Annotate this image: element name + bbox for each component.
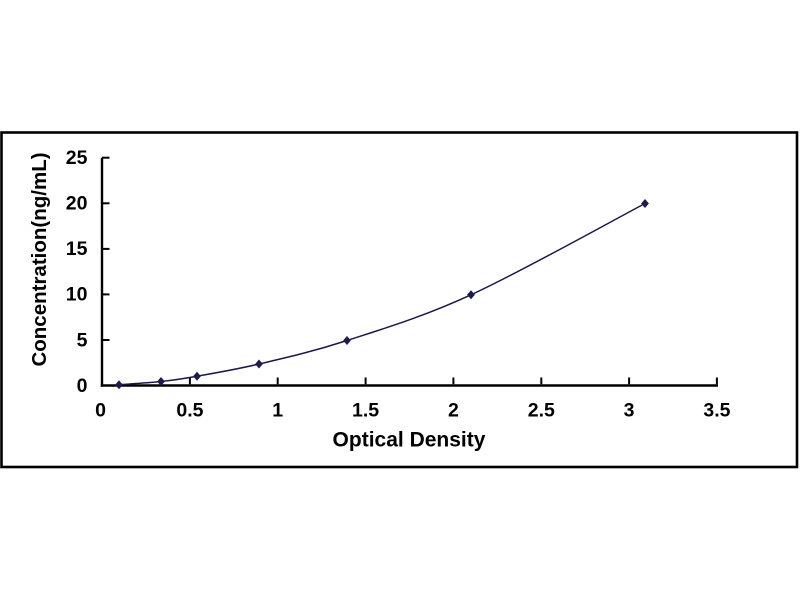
svg-text:20: 20 xyxy=(66,193,88,215)
svg-text:3: 3 xyxy=(624,400,635,422)
svg-text:1: 1 xyxy=(272,400,283,422)
svg-text:25: 25 xyxy=(66,147,88,169)
svg-text:Concentration(ng/mL): Concentration(ng/mL) xyxy=(28,152,51,366)
svg-text:0: 0 xyxy=(77,375,88,397)
svg-text:1.5: 1.5 xyxy=(352,400,379,422)
svg-text:2.5: 2.5 xyxy=(528,400,555,422)
svg-text:0.5: 0.5 xyxy=(176,400,203,422)
svg-text:2: 2 xyxy=(448,400,459,422)
svg-text:3.5: 3.5 xyxy=(703,400,730,422)
svg-text:0: 0 xyxy=(95,400,106,422)
svg-text:5: 5 xyxy=(77,329,88,351)
svg-text:15: 15 xyxy=(66,238,88,260)
svg-text:Optical Density: Optical Density xyxy=(333,429,486,452)
svg-text:10: 10 xyxy=(66,284,88,306)
